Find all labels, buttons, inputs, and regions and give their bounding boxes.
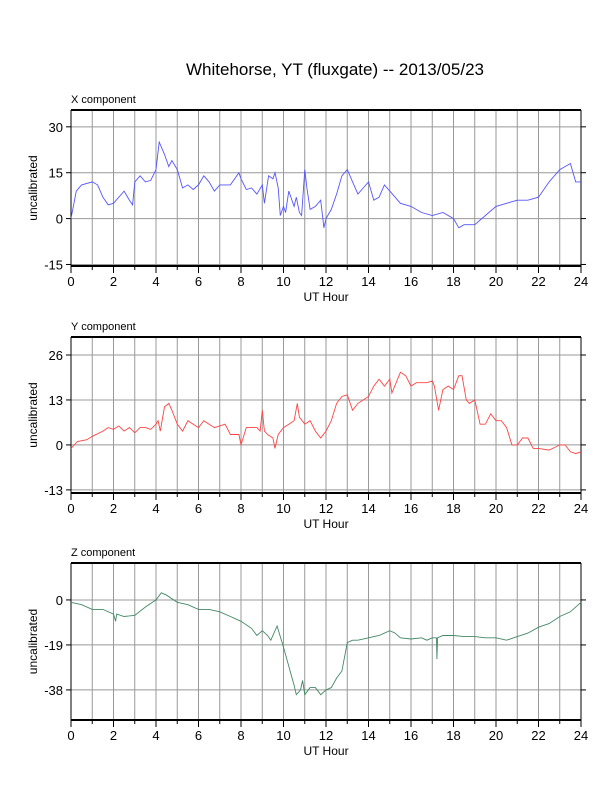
x-tick-label: 10 — [276, 274, 290, 289]
x-tick-label: 18 — [446, 274, 460, 289]
x-tick-label: 4 — [152, 274, 159, 289]
x-tick-label: 22 — [531, 274, 545, 289]
x-tick-label: 12 — [319, 274, 333, 289]
y-tick-label: 30 — [49, 120, 63, 135]
y-tick-label: 26 — [49, 348, 63, 363]
x-tick-label: 6 — [195, 728, 202, 743]
x-tick-label: 4 — [152, 501, 159, 516]
y-tick-label: 15 — [49, 166, 63, 181]
x-tick-label: 24 — [574, 501, 588, 516]
x-tick-label: 16 — [404, 728, 418, 743]
x-tick-label: 2 — [110, 501, 117, 516]
y-axis-label: uncalibrated — [26, 382, 40, 447]
x-tick-label: 0 — [67, 501, 74, 516]
x-tick-label: 16 — [404, 274, 418, 289]
panel-title: Z component — [71, 547, 135, 559]
y-tick-label: -13 — [44, 483, 63, 498]
y-axis-label: uncalibrated — [26, 155, 40, 220]
x-tick-label: 8 — [237, 274, 244, 289]
y-tick-label: 13 — [49, 393, 63, 408]
x-tick-label: 0 — [67, 728, 74, 743]
x-tick-label: 2 — [110, 274, 117, 289]
x-tick-label: 12 — [319, 728, 333, 743]
y-tick-label: 0 — [56, 438, 63, 453]
x-tick-label: 24 — [574, 274, 588, 289]
x-tick-label: 22 — [531, 501, 545, 516]
chart-title: Whitehorse, YT (fluxgate) -- 2013/05/23 — [186, 60, 484, 79]
x-tick-label: 6 — [195, 501, 202, 516]
x-tick-label: 18 — [446, 501, 460, 516]
x-tick-label: 2 — [110, 728, 117, 743]
x-tick-label: 14 — [361, 728, 375, 743]
y-tick-label: -38 — [44, 683, 63, 698]
x-tick-label: 24 — [574, 728, 588, 743]
x-tick-label: 14 — [361, 501, 375, 516]
x-tick-label: 8 — [237, 728, 244, 743]
x-axis-label: UT Hour — [303, 744, 348, 758]
panel-title: X component — [71, 94, 136, 106]
series-line-x — [70, 140, 581, 229]
x-tick-label: 12 — [319, 501, 333, 516]
y-tick-label: -19 — [44, 638, 63, 653]
x-tick-label: 20 — [489, 728, 503, 743]
x-tick-label: 18 — [446, 728, 460, 743]
x-tick-label: 10 — [276, 501, 290, 516]
x-axis-label: UT Hour — [303, 517, 348, 531]
x-tick-label: 22 — [531, 728, 545, 743]
x-tick-label: 0 — [67, 274, 74, 289]
panel-title: Y component — [71, 321, 136, 333]
x-axis-label: UT Hour — [303, 290, 348, 304]
x-tick-label: 10 — [276, 728, 290, 743]
x-tick-label: 20 — [489, 274, 503, 289]
y-tick-label: -15 — [44, 257, 63, 272]
x-tick-label: 20 — [489, 501, 503, 516]
series-line-y — [70, 371, 582, 455]
x-tick-label: 16 — [404, 501, 418, 516]
y-tick-label: 0 — [56, 212, 63, 227]
y-tick-label: 0 — [56, 593, 63, 608]
x-tick-label: 4 — [152, 728, 159, 743]
x-tick-label: 8 — [237, 501, 244, 516]
y-axis-label: uncalibrated — [26, 609, 40, 674]
x-tick-label: 14 — [361, 274, 375, 289]
series-line-z — [70, 592, 582, 696]
x-tick-label: 6 — [195, 274, 202, 289]
